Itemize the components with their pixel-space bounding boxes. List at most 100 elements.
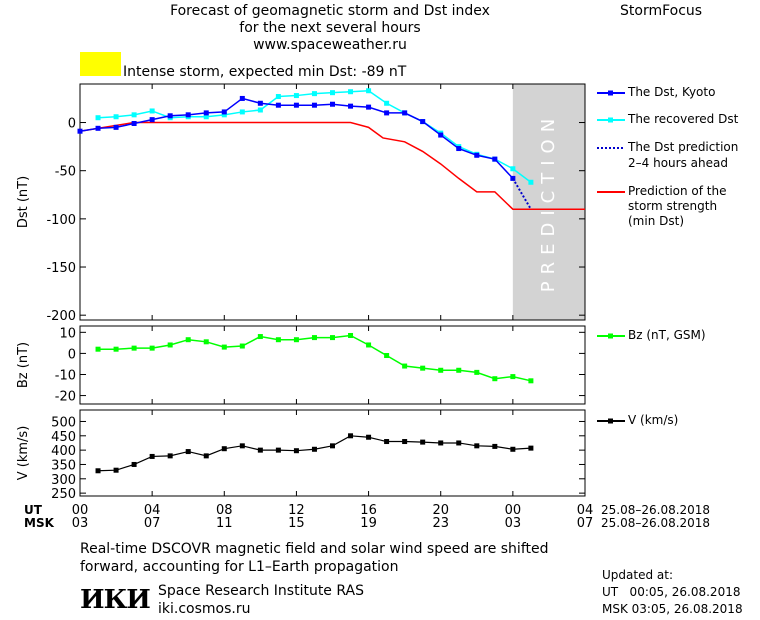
bz-point <box>474 369 480 375</box>
bz-point <box>239 343 245 349</box>
dst-kyoto-point <box>293 102 299 108</box>
iki-logo: ИКИ <box>80 585 151 615</box>
chart-title: Forecast of geomagnetic storm and Dst in… <box>100 3 560 54</box>
ut-tick-label: 08 <box>216 503 233 518</box>
org-site-link[interactable]: iki.cosmos.ru <box>158 601 251 617</box>
bz-point <box>384 353 390 359</box>
org-name: Space Research Institute RAS <box>158 583 364 599</box>
y-tick-label: -200 <box>46 309 76 324</box>
storm-alert-text: Intense storm, expected min Dst: -89 nT <box>123 64 407 80</box>
v-line <box>98 435 531 472</box>
v-point <box>95 468 101 474</box>
y-tick-label: 10 <box>59 326 76 341</box>
legend-swatch-v-marker <box>608 418 613 424</box>
y-tick-label: -100 <box>46 213 76 228</box>
storm-strength-line <box>79 121 585 210</box>
prediction-band <box>512 84 585 320</box>
title-line-2: for the next several hours <box>239 20 421 36</box>
ut-tick-label: 04 <box>144 503 161 518</box>
bz-point <box>257 334 263 340</box>
dst-kyoto-point <box>167 113 173 119</box>
legend-storm-2: storm strength <box>628 199 718 213</box>
y-tick-label: 500 <box>51 415 76 430</box>
bz-point <box>203 339 209 345</box>
dst-kyoto-point <box>492 156 498 162</box>
v-point <box>275 447 281 453</box>
legend-swatch-dst-kyoto-marker <box>608 90 613 96</box>
updated-info: Updated at: UT 00:05, 26.08.2018 MSK 03:… <box>602 567 743 618</box>
dst-recovered-point <box>257 107 263 113</box>
msk-axis-label: MSK <box>24 516 54 530</box>
dst-recovered-point <box>203 114 209 120</box>
v-point <box>311 446 317 452</box>
v-point <box>384 439 390 445</box>
dst-recovered-point <box>221 112 227 118</box>
y-tick-label: 0 <box>68 347 76 362</box>
dst-kyoto-point <box>402 110 408 116</box>
bz-point <box>492 376 498 382</box>
y-axis-label: Dst (nT) <box>16 176 31 228</box>
ut-tick-label: 16 <box>360 503 377 518</box>
v-point <box>528 445 534 451</box>
legend-swatch-dst-recovered-marker <box>608 117 613 123</box>
legend-v: V (km/s) <box>628 413 679 427</box>
v-point <box>492 443 498 449</box>
legend-swatch-bz-marker <box>608 333 613 339</box>
ut-date-range: 25.08–26.08.2018 <box>601 503 711 517</box>
dst-recovered-point <box>149 108 155 114</box>
dst-recovered-point <box>330 90 335 96</box>
v-point <box>113 467 119 473</box>
panel-frame <box>79 409 586 497</box>
dst-kyoto-point <box>239 95 245 101</box>
bz-point <box>95 346 101 352</box>
y-tick-label: 250 <box>51 487 76 502</box>
v-point <box>185 449 191 455</box>
legend-bz: Bz (nT, GSM) <box>628 328 706 342</box>
dst-kyoto-point <box>438 132 444 138</box>
dst-recovered-point <box>239 109 245 115</box>
dst-kyoto-point <box>77 128 83 134</box>
v-point <box>239 443 245 449</box>
v-point <box>402 439 408 445</box>
prediction-band-label: PREDICTION <box>538 112 559 292</box>
dst-kyoto-point <box>131 120 137 126</box>
v-point <box>203 453 209 459</box>
y-tick-label: -50 <box>55 165 76 180</box>
v-point <box>221 446 227 452</box>
bz-point <box>167 342 173 348</box>
v-point <box>474 443 480 449</box>
bz-point <box>366 342 372 348</box>
dst-recovered-point <box>348 89 354 95</box>
v-point <box>348 433 354 439</box>
dst-recovered-point <box>275 94 281 100</box>
bz-point <box>293 337 299 343</box>
v-point <box>149 453 155 459</box>
y-tick-label: 400 <box>51 444 76 459</box>
dst-recovered-point <box>113 114 119 120</box>
dst-kyoto-point <box>185 112 191 118</box>
dst-kyoto-point <box>113 124 119 130</box>
dst-kyoto-point <box>348 103 354 109</box>
msk-tick-label: 15 <box>288 516 305 531</box>
y-tick-label: -20 <box>55 390 76 405</box>
dst-recovered-point <box>528 179 534 185</box>
bz-point <box>113 346 119 352</box>
bz-point <box>438 367 444 373</box>
dst-recovered-point <box>131 112 137 118</box>
msk-tick-label: 11 <box>216 516 233 531</box>
ut-tick-label: 04 <box>577 503 594 518</box>
msk-tick-label: 19 <box>360 516 377 531</box>
dst-kyoto-point <box>221 109 227 115</box>
dst-kyoto-point <box>149 117 155 123</box>
legend-storm-3: (min Dst) <box>628 214 685 228</box>
msk-tick-label: 03 <box>505 516 522 531</box>
website-link[interactable]: www.spaceweather.ru <box>253 37 407 53</box>
dst-kyoto-point <box>474 152 480 158</box>
dst-kyoto-point <box>203 110 209 116</box>
dst-recovered-point <box>384 100 390 106</box>
legend-dst-recovered: The recovered Dst <box>628 112 739 126</box>
panel-frame <box>79 83 586 321</box>
dst-kyoto-point <box>420 119 426 125</box>
dst-kyoto-point <box>330 101 335 107</box>
y-tick-label: -150 <box>46 261 76 276</box>
